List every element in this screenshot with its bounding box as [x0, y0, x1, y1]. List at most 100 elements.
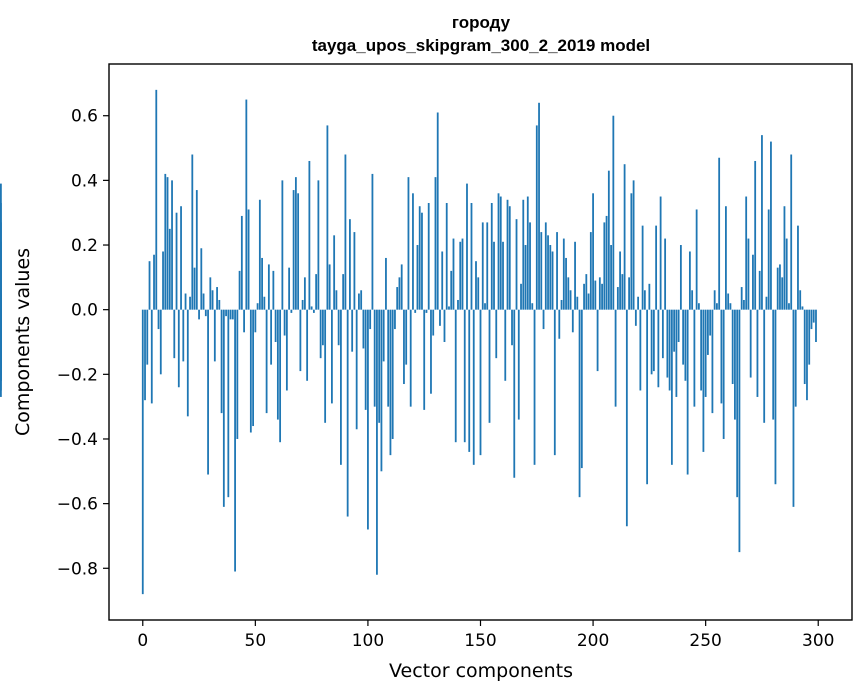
bar-58: [272, 270, 275, 310]
bar-135: [445, 203, 448, 310]
bar-259: [725, 206, 727, 310]
bar-191: [571, 309, 574, 333]
bar-183: [553, 309, 556, 456]
bar-193: [576, 296, 579, 310]
bar-274: [758, 270, 761, 310]
bar-111: [391, 309, 394, 439]
bar-47: [247, 209, 250, 310]
y-axis-ticks: −0.8 −0.6 −0.4 −0.2 0.0 0.2 0.4 0.6: [57, 107, 109, 579]
bar-12: [168, 228, 171, 310]
bar-267: [743, 299, 745, 310]
bar-290: [794, 309, 797, 407]
bar-217: [630, 193, 633, 310]
y-axis-label: Components values: [12, 248, 34, 436]
bar-152: [484, 303, 486, 310]
bar-73: [306, 309, 309, 381]
bar-21: [189, 296, 191, 310]
bar-190: [569, 290, 572, 310]
bar-180: [547, 235, 549, 310]
bar-155: [490, 203, 493, 310]
bar-201: [594, 280, 597, 310]
bar-138: [452, 238, 455, 310]
bar-93: [351, 309, 354, 352]
bar-160: [502, 241, 504, 310]
bar-221: [639, 309, 642, 391]
bar-11: [166, 177, 169, 310]
bar-265: [738, 309, 741, 553]
bar-194: [578, 309, 581, 498]
bar-238: [677, 309, 680, 342]
bar-132: [439, 309, 441, 326]
bar-173: [531, 303, 534, 310]
bar-60: [276, 309, 279, 420]
bar-220: [637, 296, 640, 310]
bar-20: [186, 309, 189, 417]
bar-189: [567, 277, 570, 310]
bar-103: [373, 309, 376, 407]
bar-series: [0, 89, 817, 595]
bar-294: [803, 309, 806, 385]
bar-81: [324, 309, 327, 423]
bar-105: [378, 309, 381, 423]
bar-235: [670, 309, 673, 465]
bar-59: [274, 309, 277, 342]
bar-41: [234, 309, 236, 572]
bar-74: [308, 160, 311, 310]
bar-228: [655, 225, 658, 310]
bar-87: [337, 309, 340, 346]
bar-215: [625, 309, 628, 527]
bar-114: [398, 277, 401, 310]
bar-170: [524, 245, 527, 310]
bar-205: [603, 222, 606, 310]
x-axis-ticks: 0 50 100 150 200 250 300: [137, 620, 834, 651]
bar-219: [634, 309, 637, 326]
bar-104: [376, 309, 378, 575]
bar-17: [180, 206, 182, 310]
x-tick-label-300: 300: [802, 631, 834, 651]
bar-71: [301, 299, 304, 310]
bar-252: [709, 309, 712, 336]
bar-64: [285, 309, 288, 391]
y-tick-label-2: −0.4: [57, 430, 98, 450]
bar-75: [310, 306, 313, 310]
bar-244: [691, 290, 694, 310]
bar-213: [621, 274, 624, 310]
bar-268: [745, 196, 748, 310]
bar-62: [281, 180, 284, 310]
bar-88: [340, 309, 342, 465]
bar-171: [526, 196, 529, 310]
bar-91: [346, 309, 349, 517]
bar-106: [380, 309, 383, 472]
bar-101: [369, 309, 372, 330]
bar-142: [461, 238, 464, 310]
bar-95: [355, 309, 358, 430]
bar-53: [261, 257, 263, 310]
bar-211: [616, 287, 619, 310]
bar-159: [499, 196, 502, 310]
bar-188: [565, 257, 567, 310]
bar-125: [423, 309, 426, 410]
bar-109: [387, 309, 390, 407]
bar-100: [367, 309, 369, 530]
bar-286: [785, 238, 788, 310]
bar-124: [421, 212, 423, 310]
bar-30: [209, 277, 212, 310]
bar-254: [713, 290, 716, 310]
bar-285: [783, 206, 786, 310]
bar-246: [695, 209, 698, 310]
chart-subtitle: tayga_upos_skipgram_300_2_2019 model: [312, 36, 650, 55]
bar-243: [688, 251, 691, 310]
bar-141: [459, 241, 462, 310]
bar-263: [734, 309, 736, 420]
bar-18: [182, 309, 185, 362]
bar-222: [641, 225, 644, 310]
bar-287: [788, 303, 790, 310]
bar-43: [238, 270, 241, 310]
bar-172: [529, 222, 531, 310]
bar-115: [400, 264, 403, 310]
bar-2: [146, 309, 149, 365]
bar-281: [774, 309, 777, 485]
bar-313: [0, 203, 2, 310]
bar-162: [506, 199, 509, 310]
bar-146: [470, 203, 473, 310]
